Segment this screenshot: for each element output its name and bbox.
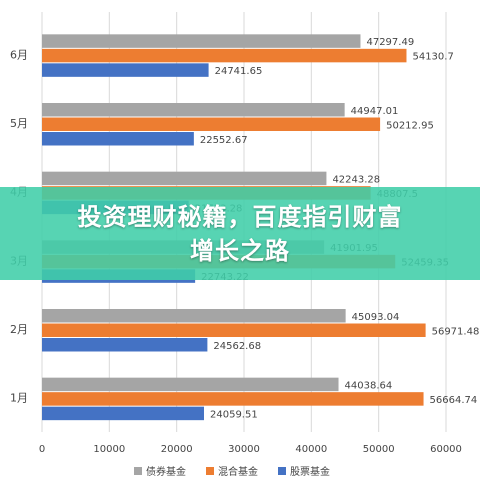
x-tick-label: 10000: [93, 444, 125, 455]
category-label: 6月: [10, 48, 28, 61]
legend-label: 混合基金: [218, 465, 258, 478]
data-label: 24741.65: [215, 66, 263, 77]
x-axis-ticks: 0 10000 20000 30000 40000 50000 60000: [39, 444, 462, 455]
bar: [42, 377, 339, 392]
bar: [42, 171, 327, 186]
bar: [42, 48, 407, 63]
bar: [42, 406, 205, 421]
bar: [42, 392, 424, 406]
x-tick-label: 20000: [161, 444, 193, 455]
data-label: 50212.95: [386, 120, 434, 131]
legend: 债券基金 混合基金 股票基金: [134, 465, 330, 478]
bar: [42, 132, 194, 146]
legend-label: 股票基金: [290, 465, 330, 478]
category-label: 1月: [10, 392, 28, 405]
legend-swatch: [134, 467, 142, 475]
data-label: 44947.01: [351, 106, 399, 117]
x-tick-label: 30000: [228, 444, 260, 455]
x-tick-label: 40000: [295, 444, 327, 455]
data-label: 24562.68: [213, 341, 261, 352]
data-label: 56664.74: [430, 395, 478, 406]
data-label: 44038.64: [345, 380, 393, 391]
bar: [42, 309, 346, 323]
banner-line-2: 增长之路: [190, 236, 290, 265]
data-label: 22552.67: [200, 135, 248, 146]
data-label: 24059.51: [210, 409, 258, 420]
bar: [42, 34, 361, 48]
banner-line-1: 投资理财秘籍，百度指引财富: [77, 202, 403, 231]
legend-label: 债券基金: [146, 465, 186, 478]
data-label: 47297.49: [366, 37, 414, 48]
x-tick-label: 60000: [430, 444, 462, 455]
category-label: 5月: [10, 117, 28, 130]
bar: [42, 103, 345, 117]
data-label: 54130.7: [412, 52, 453, 63]
bar: [42, 323, 426, 337]
title-banner: 投资理财秘籍，百度指引财富 增长之路: [0, 187, 480, 280]
legend-swatch: [206, 467, 214, 475]
bar: [42, 338, 208, 352]
category-label: 2月: [10, 323, 28, 336]
legend-swatch: [278, 467, 286, 475]
data-label: 45093.04: [352, 312, 400, 323]
data-label: 42243.28: [332, 174, 380, 185]
bar: [42, 63, 209, 77]
data-label: 56971.48: [432, 326, 480, 337]
x-tick-label: 0: [39, 444, 45, 455]
bar: [42, 117, 381, 131]
x-tick-label: 50000: [363, 444, 395, 455]
